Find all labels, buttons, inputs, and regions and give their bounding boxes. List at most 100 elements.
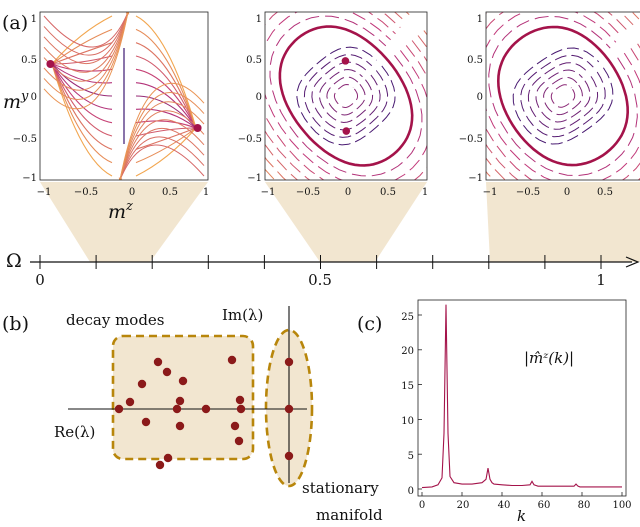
eigenvalue-dots (114, 355, 294, 470)
m-y-axis-label: my (3, 89, 29, 113)
streamline (135, 95, 199, 131)
x-tick-label: −0.5 (74, 187, 98, 198)
eigenvalue-dot (234, 436, 244, 446)
panel-a: (a) my mz −1 −0.5 0 0.5 1 1 0.5 0 −0.5 −… (2, 11, 640, 289)
plot2-ticks: −1 −0.5 0 0.5 1 1 0.5 0 −0.5 −1 (238, 14, 428, 198)
decay-modes-label: decay modes (66, 311, 165, 329)
y-tick-label: −0.5 (459, 134, 483, 145)
limit-cycle (278, 25, 414, 167)
streamline (118, 101, 205, 180)
spectrum-x-tick: 60 (538, 500, 551, 511)
streamline (49, 42, 113, 67)
x-tick-label: 0.5 (162, 187, 178, 198)
omega-ticks (39, 255, 602, 269)
streamline (486, 12, 640, 180)
panel-a-label: (a) (2, 12, 28, 34)
plot1-y-ticks: 1 0.5 0 −0.5 −1 (13, 14, 37, 184)
eigenvalue-dot (284, 451, 294, 461)
streamline (265, 168, 276, 180)
streamline (265, 12, 427, 180)
streamline (135, 15, 199, 131)
x-tick-label: 0.5 (597, 187, 613, 198)
spectrum-line (421, 304, 622, 489)
y-tick-label: −0.5 (238, 134, 262, 145)
streamline (326, 76, 366, 116)
streamline (43, 12, 129, 48)
eigenvalue-dot (155, 460, 165, 470)
stationary-label: stationary (302, 479, 379, 497)
streamline (135, 82, 199, 131)
plot-frame-2 (264, 11, 428, 181)
streamline (119, 144, 205, 180)
x-tick-label: −1 (37, 187, 52, 198)
spectrum-x-tick: 40 (498, 500, 511, 511)
streamline (535, 69, 591, 123)
streamline (43, 12, 130, 110)
omega-label: Ω (6, 250, 22, 272)
y-tick-label: 1 (256, 14, 262, 25)
y-tick-label: 0.5 (21, 55, 37, 66)
streamline (135, 55, 199, 131)
fixed-point-marker (341, 57, 350, 65)
streamline (486, 12, 634, 180)
panel-c-label: (c) (357, 313, 382, 335)
plot-frame-3 (485, 11, 640, 181)
re-lambda-label: Re(λ) (54, 423, 95, 441)
streamline (43, 12, 130, 82)
streamline (118, 92, 205, 180)
streamline (265, 12, 427, 180)
x-tick-label: 0 (129, 187, 135, 198)
streamline (43, 12, 129, 56)
y-tick-label: −1 (468, 173, 483, 184)
spectrum-y-tick: 5 (408, 451, 414, 462)
streamline (318, 68, 374, 124)
streamline (119, 128, 205, 180)
streamline (135, 68, 199, 131)
streamline (265, 12, 427, 180)
streamline (135, 125, 199, 150)
plot-frame-1 (39, 11, 209, 181)
spectrum-x-tick: 100 (612, 500, 631, 511)
spectrum-ticks (418, 314, 623, 496)
phase-portrait-1 (43, 12, 205, 180)
streamline (49, 61, 113, 124)
streamline (49, 61, 113, 177)
projection-wedge-2 (265, 182, 427, 262)
plot3-ticks: −1 −0.5 0 0.5 1 0.5 0 −0.5 −1 (459, 14, 613, 198)
spectrum-x-tick: 0 (419, 500, 425, 511)
y-tick-label: −0.5 (13, 134, 37, 145)
eigenvalue-dot (137, 379, 147, 389)
y-tick-label: 1 (477, 14, 483, 25)
spectrum-x-tick: 80 (578, 500, 591, 511)
streamline (49, 61, 113, 137)
plot1-x-ticks: −1 −0.5 0 0.5 1 (37, 187, 210, 198)
spectrum-y-tick: 10 (401, 416, 414, 427)
x-tick-label: 0 (564, 187, 570, 198)
streamline (488, 15, 638, 177)
eigenvalue-dot (284, 404, 294, 414)
panel-b-label: (b) (2, 313, 29, 335)
eigenvalue-dot (201, 404, 211, 414)
streamline (303, 54, 389, 138)
eigenvalue-dot (114, 404, 124, 414)
limit-cycle (496, 25, 630, 167)
x-tick-label: −1 (483, 187, 498, 198)
streamline (119, 136, 205, 180)
y-tick-label: 0 (256, 92, 262, 103)
spectrum-x-label: k (517, 507, 526, 525)
omega-tick-label: 0.5 (308, 271, 332, 289)
y-tick-label: 0.5 (246, 55, 262, 66)
spectrum-y-tick: 15 (401, 381, 414, 392)
spectrum-legend: |m̂ᶻ(k)| (524, 349, 574, 367)
x-tick-label: −0.5 (296, 187, 320, 198)
streamline (49, 15, 113, 67)
im-lambda-label: Im(λ) (222, 306, 263, 324)
streamline (486, 12, 640, 180)
eigenvalue-dot (172, 404, 182, 414)
streamline (135, 125, 199, 177)
eigenvalue-dot (284, 357, 294, 367)
eigenvalue-dot (230, 421, 240, 431)
streamline (333, 83, 358, 109)
fixed-point-marker (193, 124, 202, 132)
eigenvalue-dot (141, 417, 151, 427)
